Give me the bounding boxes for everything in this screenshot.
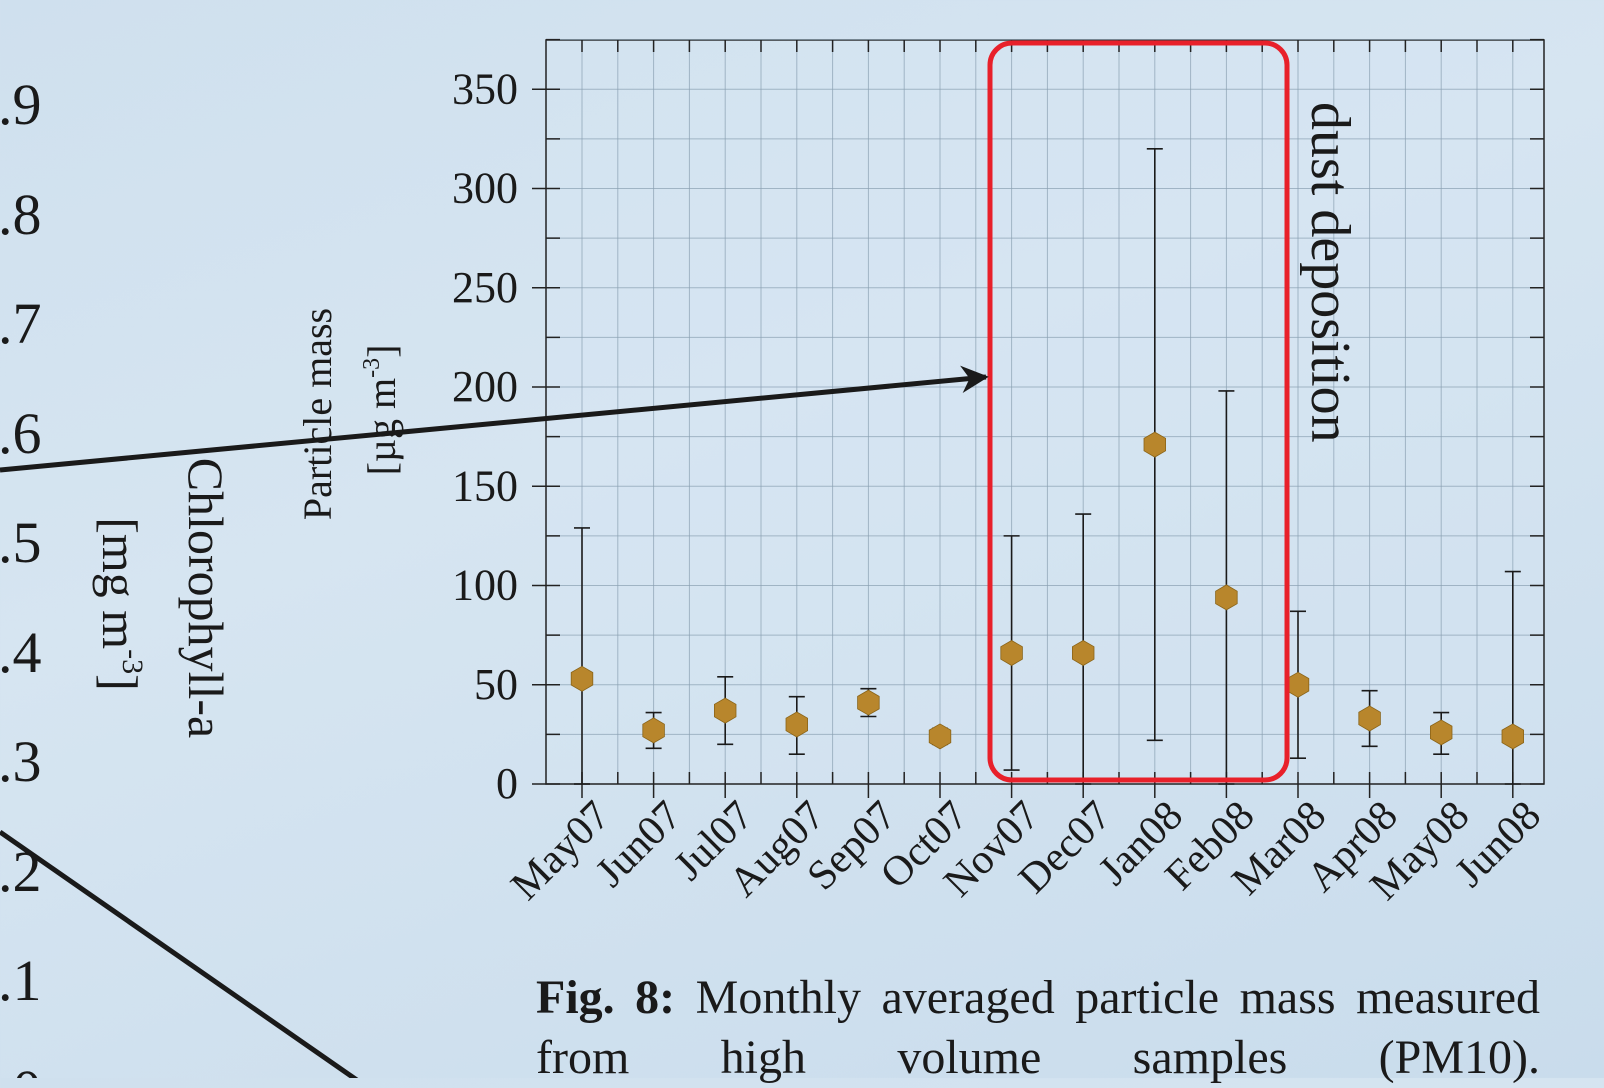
data-points (570, 431, 1524, 750)
left-tick: .2 (0, 839, 42, 904)
left-tick: .6 (0, 401, 42, 466)
data-point (1072, 640, 1095, 666)
caption-text: Monthly averaged particle mass measured … (536, 971, 1541, 1084)
caption-figure-label: Fig. 8: (536, 971, 676, 1024)
data-point (785, 711, 808, 738)
y-axis-title: Particle mass (295, 308, 340, 520)
x-tick-label: Jun08 (1446, 793, 1549, 896)
x-tick-label: Jun07 (587, 793, 690, 896)
dust-deposition-box (987, 40, 1290, 783)
left-tick: .3 (0, 729, 42, 794)
y-tick-label: 200 (452, 362, 518, 411)
data-point (1430, 719, 1453, 746)
chlorophyll-unit-label: [mg m-3] (92, 517, 149, 691)
left-tick: .0 (0, 1058, 42, 1078)
y-tick-label: 150 (452, 461, 518, 510)
figure-caption: Fig. 8: Monthly averaged particle mass m… (536, 968, 1540, 1088)
data-point (857, 689, 880, 716)
error-bars (574, 148, 1521, 785)
y-tick-label: 250 (452, 263, 518, 312)
data-point (1215, 584, 1238, 611)
left-axis-ticks: .9 .8 .7 .6 .5 .4 .3 .2 .1 .0 (0, 72, 42, 1078)
y-tick-label: 0 (496, 759, 518, 808)
annotation-arrow (0, 365, 989, 473)
data-point (714, 697, 737, 724)
data-point (570, 665, 594, 692)
data-point (928, 723, 952, 750)
y-axis-label: Particle mass [µg m-3] (295, 308, 404, 520)
chlorophyll-label: Chlorophyll-a (178, 458, 234, 739)
data-point (1358, 705, 1381, 732)
left-axis-label: Chlorophyll-a [mg m-3] (92, 458, 234, 739)
y-axis: 0 50 100 150 200 250 300 350 (452, 38, 1544, 808)
left-tick: .1 (0, 948, 42, 1013)
y-tick-label: 350 (452, 64, 518, 113)
data-point (1501, 723, 1524, 750)
left-tick: .9 (0, 72, 42, 137)
connector-line (0, 829, 359, 1078)
left-tick: .7 (0, 291, 42, 356)
data-point (642, 717, 665, 744)
left-tick: .5 (0, 510, 42, 575)
y-axis-unit: [µg m-3] (359, 345, 404, 476)
y-tick-label: 100 (452, 561, 518, 610)
dust-deposition-label: dust deposition (1299, 102, 1361, 443)
y-tick-label: 300 (452, 164, 518, 213)
left-tick: .8 (0, 182, 42, 247)
data-point (1000, 640, 1023, 666)
left-tick: .4 (0, 620, 42, 685)
plot-frame (545, 39, 1545, 785)
y-tick-label: 50 (474, 660, 518, 709)
data-point (1143, 431, 1166, 458)
